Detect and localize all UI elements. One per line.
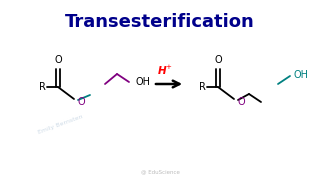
Text: H: H xyxy=(158,66,166,76)
Text: O: O xyxy=(77,97,85,107)
Text: Transesterification: Transesterification xyxy=(65,13,255,31)
Text: +: + xyxy=(165,64,171,70)
Text: R: R xyxy=(39,82,45,92)
Text: R: R xyxy=(199,82,205,92)
Text: O: O xyxy=(237,97,245,107)
Text: O: O xyxy=(54,55,62,65)
Text: OH: OH xyxy=(294,70,309,80)
Text: Emily Bernsten: Emily Bernsten xyxy=(37,114,83,136)
Text: OH: OH xyxy=(135,77,150,87)
Text: O: O xyxy=(214,55,222,65)
Text: @ EduScience: @ EduScience xyxy=(140,170,180,174)
